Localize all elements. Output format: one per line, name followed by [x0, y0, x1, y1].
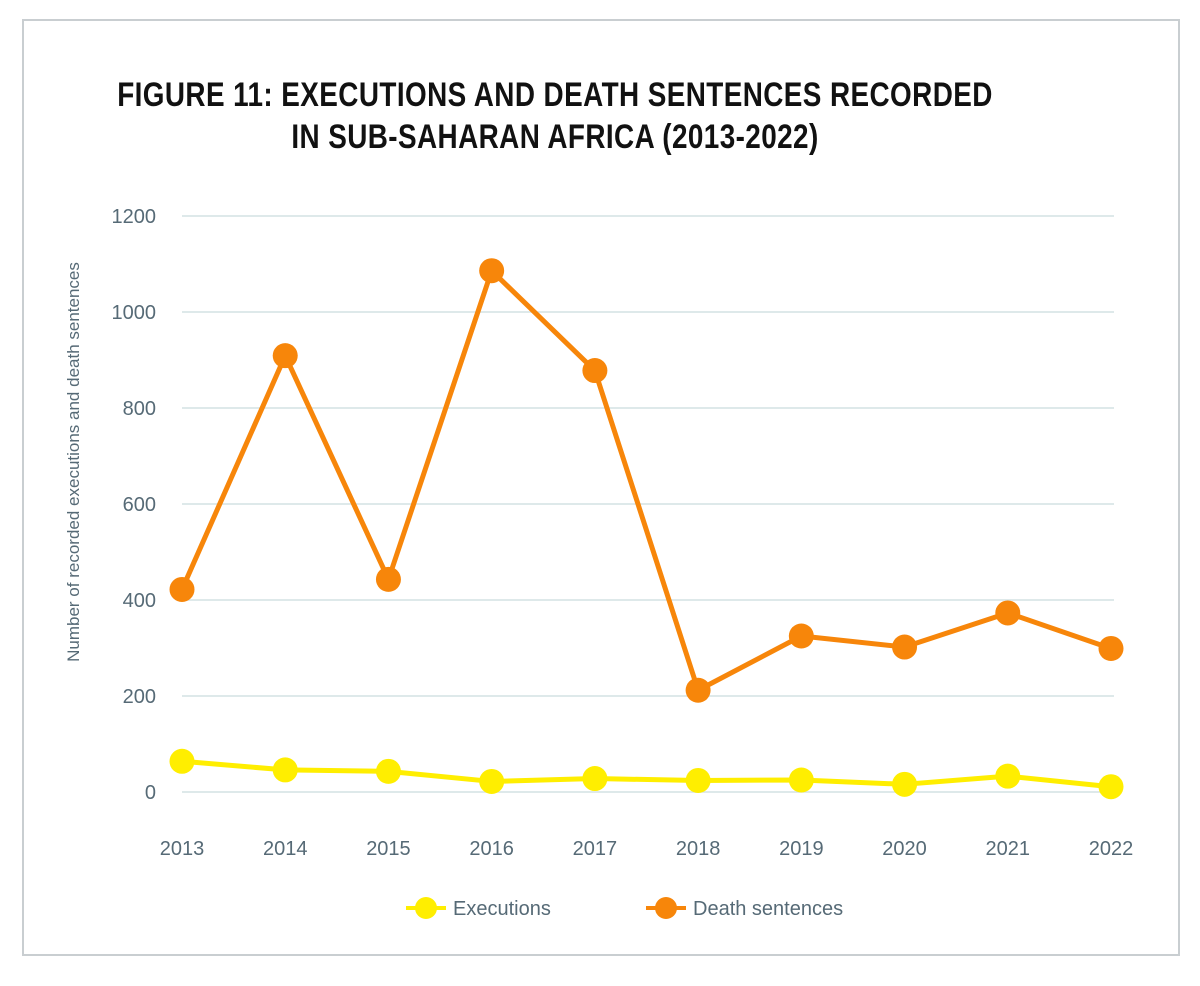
legend: Executions Death sentences — [406, 897, 843, 920]
point-death-sentences-2015 — [375, 566, 401, 592]
y-tick-label-1200: 1200 — [112, 206, 157, 228]
point-death-sentences-2018 — [685, 677, 711, 703]
series-executions — [169, 748, 1124, 800]
point-death-sentences-2014 — [272, 343, 298, 369]
point-executions-2014 — [272, 757, 298, 783]
chart-frame — [22, 19, 1180, 956]
x-tick-label-2017: 2017 — [573, 838, 618, 860]
point-executions-2013 — [169, 748, 195, 774]
point-death-sentences-2020 — [892, 634, 918, 660]
point-death-sentences-2022 — [1098, 635, 1124, 661]
point-executions-2020 — [892, 771, 918, 797]
y-axis-ticks: 0 200 400 600 800 1000 1200 — [112, 206, 157, 804]
gridlines — [182, 215, 1114, 793]
point-executions-2022 — [1098, 774, 1124, 800]
point-executions-2018 — [685, 767, 711, 793]
y-axis-label: Number of recorded executions and death … — [64, 262, 83, 662]
x-tick-label-2021: 2021 — [986, 838, 1031, 860]
series-layer — [169, 258, 1124, 800]
chart-title: FIGURE 11: EXECUTIONS AND DEATH SENTENCE… — [100, 74, 1010, 158]
point-death-sentences-2021 — [995, 600, 1021, 626]
series-death-sentences — [169, 258, 1124, 703]
x-tick-label-2015: 2015 — [366, 838, 411, 860]
chart-title-line-1: FIGURE 11: EXECUTIONS AND DEATH SENTENCE… — [117, 76, 993, 114]
point-executions-2015 — [375, 758, 401, 784]
x-tick-label-2019: 2019 — [779, 838, 824, 860]
series-line-death-sentences — [179, 268, 1112, 693]
legend-marker-executions — [415, 897, 437, 919]
chart-title-line-2: IN SUB-SAHARAN AFRICA (2013-2022) — [291, 118, 819, 156]
point-executions-2016 — [479, 768, 505, 794]
point-death-sentences-2019 — [788, 623, 814, 649]
point-executions-2019 — [788, 767, 814, 793]
point-death-sentences-2016 — [479, 258, 505, 284]
point-death-sentences-2017 — [582, 358, 608, 384]
legend-label-executions: Executions — [453, 898, 551, 920]
x-axis-ticks: 2013 2014 2015 2016 2017 2018 2019 2020 2021 2022 — [160, 838, 1134, 860]
point-death-sentences-2013 — [169, 576, 195, 602]
x-tick-label-2016: 2016 — [469, 838, 514, 860]
y-tick-label-400: 400 — [123, 590, 156, 612]
x-tick-label-2018: 2018 — [676, 838, 721, 860]
series-line-executions — [181, 758, 1112, 790]
y-tick-label-0: 0 — [145, 782, 156, 804]
x-tick-label-2014: 2014 — [263, 838, 308, 860]
y-tick-label-800: 800 — [123, 398, 156, 420]
y-tick-label-200: 200 — [123, 686, 156, 708]
y-tick-label-1000: 1000 — [112, 302, 157, 324]
point-executions-2017 — [582, 766, 608, 792]
x-tick-label-2022: 2022 — [1089, 838, 1134, 860]
x-tick-label-2020: 2020 — [882, 838, 927, 860]
point-executions-2021 — [995, 763, 1021, 789]
legend-marker-death-sentences — [655, 897, 677, 919]
x-tick-label-2013: 2013 — [160, 838, 205, 860]
y-tick-label-600: 600 — [123, 494, 156, 516]
legend-label-death-sentences: Death sentences — [693, 898, 843, 920]
